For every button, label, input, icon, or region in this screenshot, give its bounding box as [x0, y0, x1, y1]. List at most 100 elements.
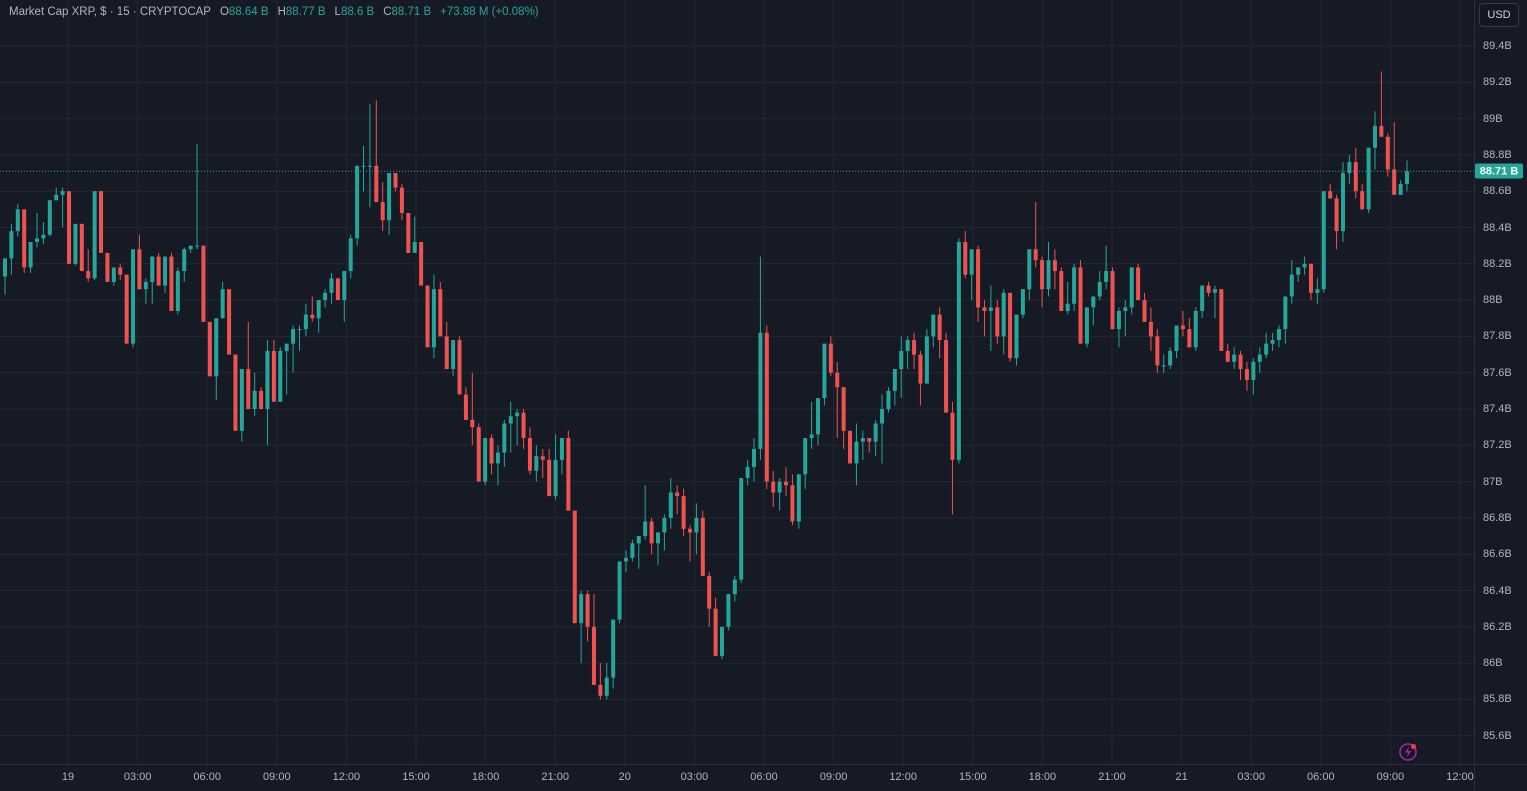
candle [227, 289, 232, 355]
candle [1084, 307, 1089, 344]
candle [643, 521, 648, 537]
time-tick: 06:00 [750, 771, 778, 783]
candle [1078, 267, 1083, 344]
candle [892, 369, 897, 391]
candle [764, 332, 769, 482]
candle [848, 430, 853, 464]
candle [463, 394, 468, 420]
candle [175, 271, 180, 311]
candle [860, 438, 865, 442]
candle [1340, 173, 1345, 232]
time-tick: 21:00 [1098, 771, 1126, 783]
candle [1353, 162, 1358, 192]
price-tick: 87.4B [1483, 403, 1512, 415]
time-tick: 21 [1175, 771, 1188, 783]
candle [73, 223, 78, 264]
candle [329, 278, 334, 293]
change-value: +73.88 M (+0.08%) [440, 6, 539, 18]
candle [182, 249, 187, 272]
candle [99, 191, 104, 253]
time-tick: 12:00 [1446, 771, 1474, 783]
candle [1276, 329, 1281, 341]
candle [547, 459, 552, 497]
candle [636, 536, 641, 544]
candle [784, 481, 789, 486]
candle [188, 245, 193, 250]
candle [905, 340, 910, 351]
candle [841, 387, 846, 431]
chart-pane[interactable]: Market Cap XRP, $ · 15 · CRYPTOCAP O 88.… [0, 0, 1474, 764]
candle [950, 412, 955, 460]
candle [649, 521, 654, 544]
time-axis[interactable]: 19 03:00 06:00 09:00 12:00 15:00 18:00 21:00 20 0… [0, 764, 1474, 791]
candle [822, 343, 827, 399]
candle [3, 258, 7, 277]
candle [431, 289, 436, 348]
candle [1180, 325, 1185, 330]
price-axis[interactable]: USD 89.4B 89.2B 89B 88.8B 88.6B 88.4B 88.2B 88B… [1474, 0, 1527, 764]
candle [15, 209, 20, 232]
time-tick: 06:00 [1307, 771, 1335, 783]
candle [444, 336, 449, 370]
candle [956, 242, 961, 460]
candle [22, 209, 27, 268]
candle [931, 314, 936, 337]
candle [1110, 271, 1115, 330]
candle [1302, 263, 1307, 268]
candle [348, 238, 353, 272]
candle [687, 528, 692, 533]
candle [367, 165, 372, 167]
candle [1200, 285, 1205, 311]
candle [1008, 292, 1013, 359]
candle [1334, 198, 1339, 232]
candle [342, 271, 347, 301]
currency-button[interactable]: USD [1479, 3, 1519, 27]
symbol-title[interactable]: Market Cap XRP, $ · 15 · CRYPTOCAP [9, 6, 211, 18]
candle [540, 456, 545, 460]
price-tick: 87.8B [1483, 330, 1512, 343]
candle [739, 477, 744, 580]
candle [675, 492, 680, 497]
candle [1372, 125, 1377, 148]
time-tick: 09:00 [263, 771, 291, 783]
candle [707, 575, 712, 609]
candle [796, 474, 801, 522]
candle [937, 314, 942, 341]
last-price-label: 88.71 B [1475, 163, 1523, 179]
candle [623, 557, 628, 562]
candle [816, 398, 821, 435]
candle [1161, 365, 1166, 367]
candle [732, 579, 737, 595]
candle [361, 165, 366, 167]
candle [60, 191, 65, 195]
candle [220, 289, 225, 319]
candle [1193, 310, 1198, 348]
candle [630, 543, 635, 558]
candle [598, 684, 603, 696]
candle [105, 252, 110, 282]
candle [1033, 249, 1038, 261]
candle [508, 416, 513, 424]
candle [271, 350, 276, 402]
candle [655, 532, 660, 544]
time-tick: 03:00 [123, 771, 152, 783]
candle [899, 350, 904, 370]
price-tick: 85.8B [1483, 693, 1512, 706]
candle [963, 242, 968, 275]
time-tick: 12:00 [889, 771, 917, 783]
candle [470, 419, 475, 428]
time-tick: 18:00 [471, 771, 500, 783]
candle [521, 412, 526, 439]
high-label: H [277, 6, 286, 18]
price-tick: 86.8B [1483, 511, 1512, 524]
candle [1264, 343, 1269, 355]
candle [79, 223, 84, 272]
candle [156, 256, 161, 286]
candle [835, 372, 840, 388]
candle [297, 329, 302, 331]
lightning-bolt-icon[interactable] [1398, 742, 1418, 762]
candle [1321, 191, 1326, 290]
candle [1225, 350, 1230, 362]
candle [527, 438, 532, 471]
candlestick-chart[interactable] [0, 0, 1474, 764]
